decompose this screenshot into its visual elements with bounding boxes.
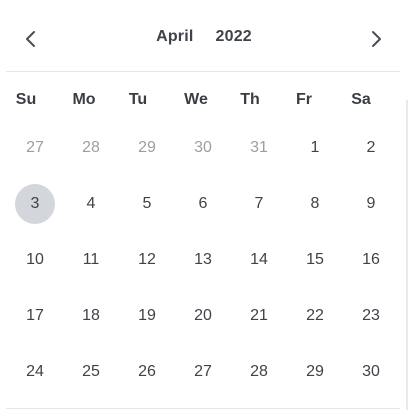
day-cell[interactable]: 17 bbox=[26, 307, 44, 324]
weekday-label: Su bbox=[15, 91, 37, 108]
day-cell-outside-month[interactable]: 28 bbox=[82, 139, 100, 156]
day-cell[interactable]: 14 bbox=[250, 251, 268, 268]
weekday-label: Th bbox=[240, 91, 260, 108]
weekday-label: We bbox=[184, 91, 208, 108]
weekday-label: Mo bbox=[72, 91, 96, 108]
day-cell[interactable]: 2 bbox=[366, 139, 376, 156]
day-cell[interactable]: 25 bbox=[82, 363, 100, 380]
day-cell-outside-month[interactable]: 29 bbox=[138, 139, 156, 156]
chevron-right-icon bbox=[372, 31, 381, 47]
weekday-label: Fr bbox=[296, 91, 312, 108]
day-cell[interactable]: 10 bbox=[26, 251, 44, 268]
day-cell[interactable]: 18 bbox=[82, 307, 100, 324]
day-cell[interactable]: 15 bbox=[306, 251, 324, 268]
day-cell-outside-month[interactable]: 31 bbox=[250, 139, 268, 156]
day-cell[interactable]: 24 bbox=[26, 363, 44, 380]
weekday-label: Tu bbox=[128, 91, 148, 108]
panel-edge bbox=[406, 100, 408, 410]
day-cell[interactable]: 13 bbox=[194, 251, 212, 268]
month-label[interactable]: April bbox=[156, 28, 194, 45]
day-cell[interactable]: 7 bbox=[254, 195, 264, 212]
weekday-label: Sa bbox=[351, 91, 371, 108]
day-cell[interactable]: 20 bbox=[194, 307, 212, 324]
header-divider bbox=[6, 71, 400, 72]
previous-month-button[interactable] bbox=[16, 24, 46, 54]
day-cell[interactable]: 26 bbox=[138, 363, 156, 380]
day-cell[interactable]: 23 bbox=[362, 307, 380, 324]
day-cell[interactable]: 5 bbox=[142, 195, 152, 212]
day-cell[interactable]: 4 bbox=[86, 195, 96, 212]
day-cell[interactable]: 19 bbox=[138, 307, 156, 324]
day-cell[interactable]: 8 bbox=[310, 195, 320, 212]
year-label[interactable]: 2022 bbox=[215, 28, 252, 45]
chevron-left-icon bbox=[26, 31, 35, 47]
calendar-header: April 2022 bbox=[0, 0, 408, 72]
bottom-divider bbox=[6, 408, 400, 409]
day-cell[interactable]: 28 bbox=[250, 363, 268, 380]
day-cell-selected[interactable]: 3 bbox=[15, 184, 55, 224]
day-cell[interactable]: 22 bbox=[306, 307, 324, 324]
day-cell[interactable]: 21 bbox=[250, 307, 268, 324]
day-cell[interactable]: 11 bbox=[82, 251, 100, 268]
day-cell[interactable]: 9 bbox=[366, 195, 376, 212]
day-cell[interactable]: 27 bbox=[194, 363, 212, 380]
day-cell[interactable]: 1 bbox=[310, 139, 320, 156]
day-cell[interactable]: 6 bbox=[198, 195, 208, 212]
day-cell[interactable]: 29 bbox=[306, 363, 324, 380]
day-cell[interactable]: 30 bbox=[362, 363, 380, 380]
day-cell-outside-month[interactable]: 30 bbox=[194, 139, 212, 156]
day-cell[interactable]: 16 bbox=[362, 251, 380, 268]
day-cell[interactable]: 12 bbox=[138, 251, 156, 268]
next-month-button[interactable] bbox=[361, 24, 391, 54]
calendar-title: April 2022 bbox=[0, 28, 408, 46]
day-cell-outside-month[interactable]: 27 bbox=[26, 139, 44, 156]
